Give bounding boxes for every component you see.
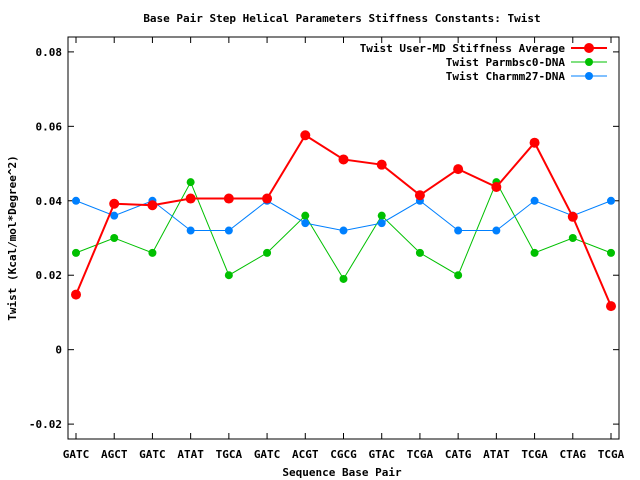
x-tick-label: ACGT <box>292 448 319 461</box>
data-point <box>414 190 425 201</box>
data-point <box>338 154 349 165</box>
data-point <box>186 226 195 235</box>
data-point <box>568 234 577 242</box>
data-point <box>339 226 348 235</box>
data-point <box>109 198 120 209</box>
data-point <box>453 164 464 175</box>
data-point <box>263 248 272 257</box>
legend-marker <box>585 58 593 66</box>
y-tick-label: 0.04 <box>36 195 63 208</box>
data-point <box>185 193 196 204</box>
y-tick-label: 0.02 <box>36 269 63 282</box>
data-point <box>148 248 157 257</box>
data-point <box>339 274 348 283</box>
data-point <box>300 130 311 141</box>
data-point <box>224 226 233 235</box>
legend-label: Twist User-MD Stiffness Average <box>360 42 566 55</box>
y-tick-label: 0.08 <box>36 46 63 59</box>
data-point <box>530 196 539 205</box>
data-point <box>262 193 273 204</box>
x-tick-label: AGCT <box>101 448 128 461</box>
data-point <box>567 211 578 222</box>
data-point <box>72 196 80 205</box>
data-point <box>606 301 616 312</box>
y-tick-label: -0.02 <box>29 418 62 431</box>
data-point <box>492 226 501 235</box>
data-point <box>223 193 234 204</box>
x-tick-label: CTAG <box>560 448 587 461</box>
x-tick-label: TCGA <box>407 448 434 461</box>
y-tick-label: 0 <box>55 344 62 357</box>
chart-title: Base Pair Step Helical Parameters Stiffn… <box>143 12 540 25</box>
x-axis: GATC AGCT GATC ATAT TGCA GATC ACGT CGCG GTAC TCGA… <box>63 37 625 461</box>
legend-label: Twist Charmm27-DNA <box>446 70 566 83</box>
x-tick-label: ATAT <box>177 448 204 461</box>
data-point <box>607 248 615 257</box>
data-point <box>454 271 463 280</box>
x-tick-label: GATC <box>139 448 166 461</box>
legend-marker <box>585 72 593 80</box>
data-point <box>415 248 424 257</box>
data-point <box>110 234 119 242</box>
plot-frame <box>67 36 620 440</box>
data-point <box>377 211 386 220</box>
data-point <box>71 289 81 300</box>
x-tick-label: GTAC <box>368 448 395 461</box>
x-tick-label: GATC <box>254 448 281 461</box>
data-point <box>530 248 539 257</box>
series-layer <box>71 130 616 312</box>
data-point <box>376 159 387 170</box>
x-tick-label: ATAT <box>483 448 510 461</box>
data-point <box>529 137 540 148</box>
data-point <box>301 211 310 220</box>
x-axis-label: Sequence Base Pair <box>282 466 402 479</box>
x-tick-label: TCGA <box>521 448 548 461</box>
data-point <box>72 248 80 257</box>
x-tick-label: GATC <box>63 448 90 461</box>
data-point <box>301 219 310 228</box>
data-point <box>224 271 233 280</box>
data-point <box>607 196 615 205</box>
data-point <box>491 182 502 193</box>
legend-marker <box>584 43 594 53</box>
x-tick-label: TGCA <box>216 448 243 461</box>
x-tick-label: CATG <box>445 448 472 461</box>
legend-label: Twist Parmbsc0-DNA <box>446 56 566 69</box>
y-axis: -0.02 0 0.02 0.04 0.06 0.08 <box>29 46 619 431</box>
data-point <box>454 226 463 235</box>
data-point <box>186 178 195 187</box>
data-point <box>110 211 119 220</box>
x-tick-label: TCGA <box>598 448 625 461</box>
y-axis-label: Twist (Kcal/mol*Degree^2) <box>6 155 19 321</box>
data-point <box>377 219 386 228</box>
data-point <box>147 200 158 211</box>
x-tick-label: CGCG <box>330 448 357 461</box>
y-tick-label: 0.06 <box>36 120 63 133</box>
